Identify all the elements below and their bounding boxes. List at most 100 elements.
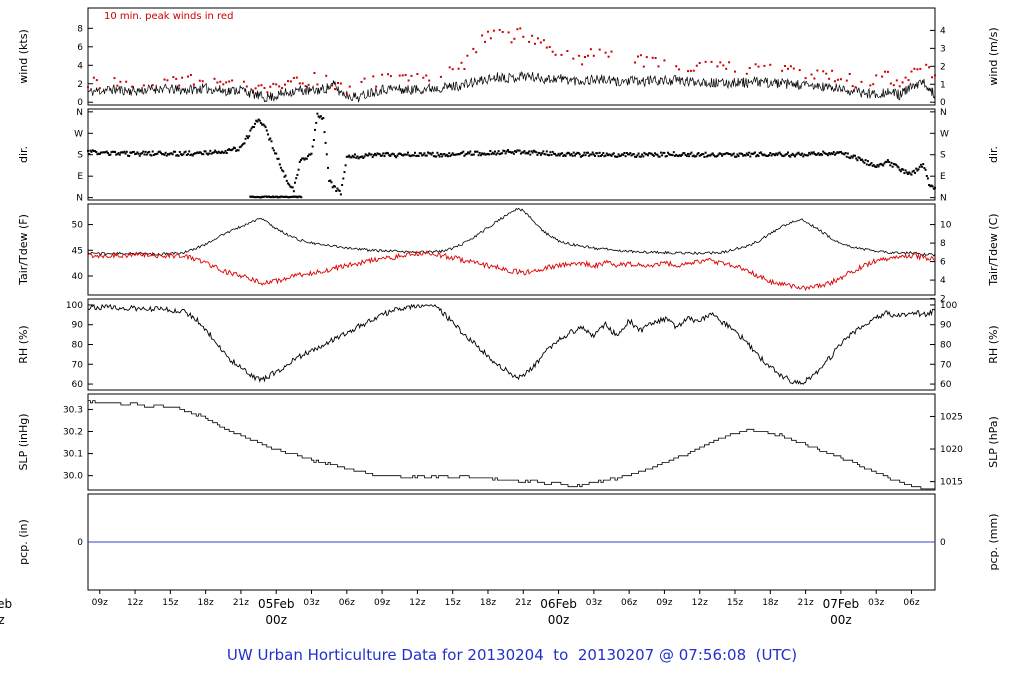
tair-trace — [87, 207, 936, 257]
y-tick-label-left: 4 — [77, 61, 83, 71]
y-tick-label-left: N — [76, 108, 83, 118]
x-tick-label: 03z — [586, 598, 602, 608]
x-tick-label: 06z — [903, 598, 919, 608]
panel-wind: 0 2 4 6 8 0 1 2 3 4 wind (kts) wind (m/s) — [17, 7, 1000, 108]
y-tick-label-right: W — [940, 129, 949, 139]
y-tick-label-left: 40 — [72, 272, 84, 282]
y-tick-label-left: 30.2 — [63, 428, 83, 438]
axis-label-right: RH (%) — [987, 325, 1000, 363]
x-tick-label: 12z — [409, 598, 425, 608]
x-tick-label: 06z — [339, 598, 355, 608]
axis-label-right: wind (m/s) — [987, 27, 1000, 85]
panel-border — [87, 298, 936, 391]
y-tick-label-left: 90 — [72, 321, 84, 331]
date-label-hour: 00z — [265, 613, 287, 627]
x-tick-label: 09z — [374, 598, 390, 608]
y-tick-label-right: 2 — [940, 295, 946, 305]
y-tick-label-right: 80 — [940, 341, 952, 351]
chart-title: UW Urban Horticulture Data for 20130204 … — [226, 646, 798, 664]
axis-label-right: dir. — [987, 146, 1000, 163]
x-tick-label: 18z — [198, 598, 214, 608]
y-tick-label-right: 100 — [940, 301, 957, 311]
y-tick-label-right: 2 — [940, 62, 946, 72]
wind-speed-trace — [87, 71, 936, 103]
axis-label-left: SLP (inHg) — [17, 413, 30, 470]
y-tick-label-right: N — [940, 108, 947, 118]
y-tick-label-right: 8 — [940, 239, 946, 249]
y-tick-label-left: 100 — [66, 301, 83, 311]
panel-pcp: 0 0 pcp. (in) pcp. (mm) — [17, 493, 1000, 591]
panel-rh: 60 70 80 90 100 60 70 80 90 100 RH (%) RH (%) — [17, 298, 1000, 391]
x-tick-label: 15z — [727, 598, 743, 608]
y-tick-label-left: 70 — [72, 360, 84, 370]
y-tick-label-left: 30.1 — [63, 450, 83, 460]
axis-label-right: Tair/Tdew (C) — [987, 213, 1000, 286]
axis-label-left: Tair/Tdew (F) — [17, 214, 30, 286]
peak-wind-dots — [87, 27, 936, 95]
x-tick-label: 18z — [480, 598, 496, 608]
y-tick-label-left: 2 — [77, 80, 83, 90]
y-tick-label-right: 90 — [940, 321, 952, 331]
x-tick-label: 03z — [868, 598, 884, 608]
x-tick-label: 03z — [303, 598, 319, 608]
x-axis: 09z 12z 15z 18z 21z 03z 06z 09z 12z 15z 18z 21z 03z 0… — [0, 590, 920, 627]
axis-label-right: SLP (hPa) — [987, 416, 1000, 468]
x-tick-label: 21z — [515, 598, 531, 608]
y-tick-label-left: 30.3 — [63, 405, 83, 415]
axis-label-left: wind (kts) — [17, 29, 30, 84]
y-tick-label-right: 1015 — [940, 478, 963, 488]
panel-temp: 40 45 50 2 4 6 8 10 Tair/Tdew (F) Tair/Tdew (C) — [17, 203, 1000, 305]
x-tick-label: 15z — [445, 598, 461, 608]
y-tick-label-right: 4 — [940, 276, 946, 286]
axis-label-right: pcp. (mm) — [987, 513, 1000, 570]
x-tick-label: 21z — [798, 598, 814, 608]
peak-wind-annotation: 10 min. peak winds in red — [104, 11, 234, 22]
x-tick-label: 09z — [92, 598, 108, 608]
y-tick-label-left: 8 — [77, 24, 83, 34]
x-tick-label: 06z — [621, 598, 637, 608]
tdew-trace — [87, 250, 936, 292]
y-tick-label-left: 45 — [72, 246, 83, 256]
x-tick-label: 21z — [233, 598, 249, 608]
axis-label-left: RH (%) — [17, 325, 30, 363]
y-tick-label-right: 3 — [940, 44, 946, 54]
wind-direction-scatter — [87, 112, 936, 196]
y-tick-label-left: 60 — [72, 380, 84, 390]
x-tick-label: 12z — [692, 598, 708, 608]
x-tick-label: 12z — [127, 598, 143, 608]
dir-calm-scatter — [249, 195, 303, 199]
axis-label-left: dir. — [17, 146, 30, 163]
date-label-hour: 00z — [830, 613, 852, 627]
date-label: 07Feb — [823, 597, 860, 611]
y-tick-label-right: 1025 — [940, 412, 963, 422]
y-tick-label-left: 0 — [77, 98, 83, 108]
y-tick-label-right: 1 — [940, 80, 946, 90]
y-tick-label-left: N — [76, 194, 83, 204]
y-tick-label-left: W — [74, 129, 83, 139]
y-tick-label-right: N — [940, 194, 947, 204]
y-tick-label-right: 6 — [940, 258, 946, 268]
axis-label-left: pcp. (in) — [17, 519, 30, 565]
panel-border — [87, 393, 936, 491]
y-tick-label-right: S — [940, 151, 946, 161]
y-tick-label-left: E — [77, 172, 83, 182]
y-tick-label-right: 0 — [940, 538, 946, 548]
date-label: 05Feb — [258, 597, 295, 611]
y-tick-label-right: E — [940, 172, 946, 182]
y-tick-label-right: 1020 — [940, 445, 963, 455]
y-tick-label-left: 0 — [77, 538, 83, 548]
date-label: 04Feb — [0, 597, 12, 611]
y-tick-label-left: 80 — [72, 341, 84, 351]
x-tick-label: 15z — [162, 598, 178, 608]
y-tick-label-right: 4 — [940, 26, 946, 36]
panel-border — [87, 203, 936, 296]
date-label-hour: 00z — [548, 613, 570, 627]
y-tick-label-right: 60 — [940, 380, 952, 390]
y-tick-label-left: 50 — [72, 221, 84, 231]
y-tick-label-right: 70 — [940, 360, 952, 370]
x-tick-label: 18z — [762, 598, 778, 608]
y-tick-label-left: 6 — [77, 43, 83, 53]
